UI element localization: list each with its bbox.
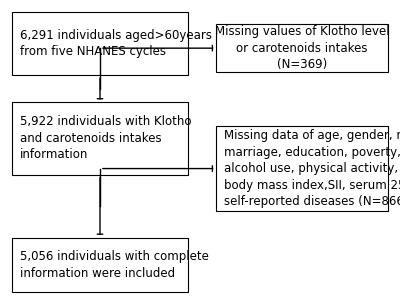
Text: Missing data of age, gender, race,
marriage, education, poverty, smoke,
alcohol : Missing data of age, gender, race, marri… [224, 129, 400, 208]
FancyBboxPatch shape [12, 238, 188, 292]
Text: 5,922 individuals with Klotho
and carotenoids intakes
information: 5,922 individuals with Klotho and carote… [20, 116, 192, 161]
Text: Missing values of Klotho level
or carotenoids intakes
(N=369): Missing values of Klotho level or carote… [215, 25, 389, 71]
FancyBboxPatch shape [216, 126, 388, 211]
Text: 5,056 individuals with complete
information were included: 5,056 individuals with complete informat… [20, 250, 209, 280]
FancyBboxPatch shape [12, 102, 188, 175]
Text: 6,291 individuals aged>60years
from five NHANES cycles: 6,291 individuals aged>60years from five… [20, 29, 212, 58]
FancyBboxPatch shape [216, 24, 388, 72]
FancyBboxPatch shape [12, 12, 188, 75]
